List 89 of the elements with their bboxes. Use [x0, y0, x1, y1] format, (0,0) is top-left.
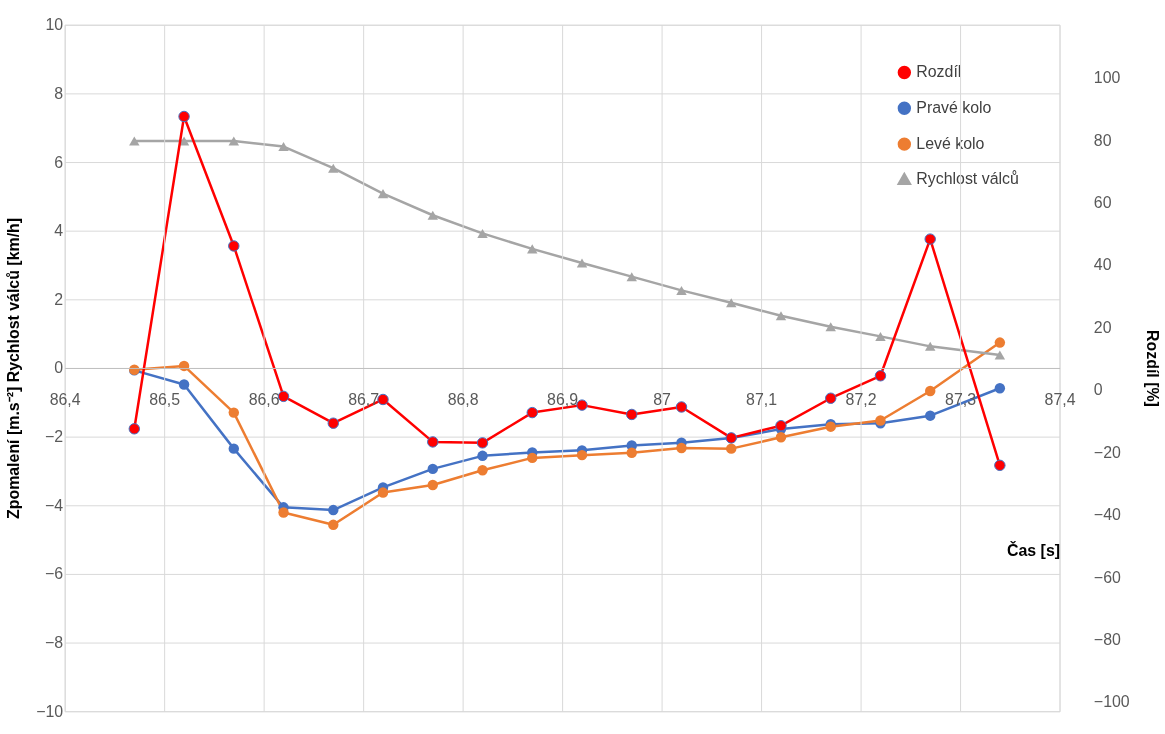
point [427, 463, 438, 475]
point [328, 163, 339, 173]
point [576, 449, 588, 461]
legend-label: Rozdíl [916, 63, 962, 81]
y2-tick-label: 60 [1093, 194, 1112, 212]
point [527, 452, 538, 464]
y2-tick-label: 40 [1093, 256, 1112, 274]
point [427, 479, 438, 491]
point [427, 436, 439, 448]
point [994, 337, 1006, 348]
y-tick-label: −4 [45, 496, 64, 514]
point [477, 228, 488, 238]
x-tick-label: 86,8 [447, 391, 479, 409]
y2-tick-label: 100 [1093, 69, 1121, 87]
point [477, 450, 488, 462]
x-tick-label: 86,5 [149, 391, 181, 409]
x-tick-label: 86,6 [248, 391, 280, 409]
point [328, 504, 339, 516]
point [626, 447, 637, 458]
y-tick-label: 4 [54, 222, 64, 240]
y-tick-label: 2 [54, 290, 64, 308]
point [576, 258, 588, 268]
x-tick-label: 87 [653, 391, 672, 409]
legend-label: Levé kolo [916, 135, 985, 153]
x-tick-label: 87,1 [746, 391, 778, 409]
y2-tick-label: −60 [1093, 568, 1121, 586]
legend-label: Pravé kolo [916, 99, 992, 117]
point [228, 240, 240, 252]
point [278, 142, 289, 152]
y-tick-label: 6 [54, 153, 64, 171]
point [228, 443, 240, 454]
point [994, 350, 1006, 360]
point [477, 465, 488, 476]
y-tick-label: 0 [54, 359, 64, 377]
point [476, 437, 489, 449]
point [228, 136, 240, 146]
point [924, 233, 936, 245]
y2-tick-label: −20 [1093, 443, 1121, 461]
point [427, 210, 438, 220]
point [626, 272, 637, 282]
point [128, 423, 141, 435]
point [278, 507, 289, 518]
point [228, 407, 240, 418]
point [875, 331, 886, 341]
point [675, 401, 688, 413]
point [994, 383, 1006, 394]
point [327, 417, 339, 429]
y2-axis-title: Rozdíl [%] [1143, 330, 1161, 407]
point [626, 408, 638, 421]
point [129, 136, 140, 146]
y-tick-label: 8 [54, 84, 64, 102]
point [994, 459, 1006, 472]
point [775, 311, 787, 321]
point [726, 443, 737, 454]
y-axis-title: Zpomalení [m.s⁻²] Rychlost válců [km/h] [5, 217, 23, 520]
y-tick-label: −10 [36, 702, 64, 720]
point [924, 385, 936, 397]
y-tick-label: −2 [45, 428, 64, 446]
legend-label: Rychlost válců [916, 169, 1019, 187]
y2-tick-label: 80 [1093, 131, 1112, 149]
x-tick-label: 87,2 [845, 391, 877, 409]
x-tick-label: 87,4 [1044, 391, 1076, 409]
y-tick-label: −8 [45, 634, 64, 652]
point [377, 487, 389, 498]
point [676, 285, 687, 295]
x-tick-label: 86,4 [49, 391, 81, 409]
point [526, 406, 538, 419]
point [377, 189, 389, 199]
y2-tick-label: 0 [1093, 381, 1103, 399]
point [825, 322, 836, 332]
point [178, 110, 190, 123]
point [924, 410, 936, 421]
point [726, 298, 737, 308]
point [328, 519, 339, 531]
y2-tick-label: −100 [1093, 693, 1130, 711]
y2-tick-label: −80 [1093, 630, 1121, 648]
y-tick-label: −6 [45, 565, 64, 583]
point [874, 370, 887, 382]
point [178, 379, 190, 390]
point [775, 419, 787, 432]
y2-tick-label: 20 [1093, 318, 1112, 336]
y2-tick-label: −40 [1093, 506, 1121, 524]
point [775, 432, 787, 443]
point [676, 442, 687, 454]
x-tick-label: 86,9 [547, 391, 579, 409]
point [825, 392, 837, 404]
x-axis-title: Čas [s] [1006, 540, 1061, 559]
y-tick-label: 10 [45, 16, 64, 34]
point [924, 341, 936, 351]
